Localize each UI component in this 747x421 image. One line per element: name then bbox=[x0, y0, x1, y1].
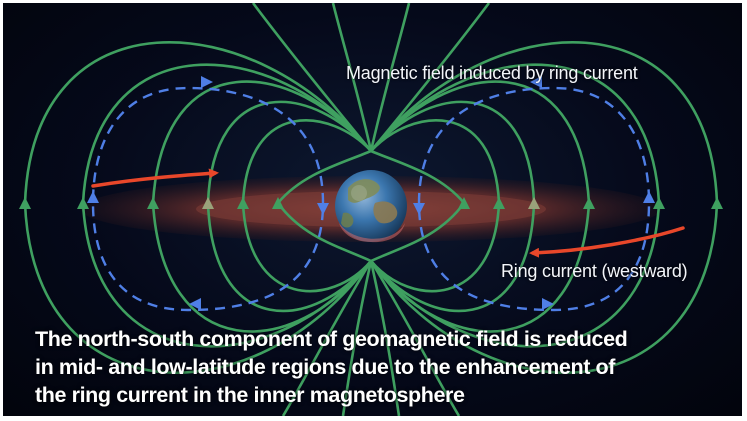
induced-field-arrows bbox=[87, 76, 655, 310]
caption-line: in mid- and low-latitude regions due to … bbox=[35, 355, 616, 379]
arrow-up-icon bbox=[493, 197, 505, 209]
ring-current-label: Ring current (westward) bbox=[501, 261, 688, 281]
curved-arrow-icon bbox=[91, 168, 219, 188]
field-line bbox=[331, 3, 373, 152]
field-line bbox=[369, 260, 461, 416]
ring-current-arrows bbox=[91, 168, 685, 258]
induced-field-label: Magnetic field induced by ring current bbox=[346, 63, 638, 83]
arrow-up-icon bbox=[19, 197, 31, 209]
arrow-up-icon bbox=[653, 197, 665, 209]
field-line bbox=[341, 260, 373, 416]
arrow-left-icon bbox=[530, 76, 542, 88]
arrow-up-icon bbox=[583, 197, 595, 209]
field-line bbox=[369, 3, 491, 152]
arrow-up-icon bbox=[643, 191, 655, 203]
field-line bbox=[369, 260, 401, 416]
diagram-caption: The north-south component of geomagnetic… bbox=[35, 325, 735, 409]
arrow-up-icon bbox=[711, 197, 723, 209]
arrow-up-icon bbox=[272, 197, 284, 209]
induced-field-lines bbox=[91, 86, 651, 312]
arrow-down-icon bbox=[413, 203, 425, 215]
arrow-up-icon bbox=[202, 197, 214, 209]
field-line bbox=[281, 260, 373, 416]
arrow-up-icon bbox=[87, 191, 99, 203]
arrow-right-icon bbox=[542, 298, 554, 310]
arrow-up-icon bbox=[147, 197, 159, 209]
caption-line: the ring current in the inner magnetosph… bbox=[35, 383, 465, 407]
caption-line: The north-south component of geomagnetic… bbox=[35, 327, 628, 351]
field-direction-arrows bbox=[19, 197, 723, 209]
curved-arrow-icon bbox=[529, 226, 685, 258]
magnetosphere-diagram bbox=[19, 3, 723, 416]
arrow-left-icon bbox=[189, 298, 201, 310]
earth-globe-icon bbox=[335, 170, 407, 243]
induced-field-loop-right bbox=[417, 86, 651, 312]
field-line bbox=[369, 3, 411, 152]
field-line bbox=[251, 3, 373, 152]
arrow-up-icon bbox=[528, 197, 540, 209]
induced-field-loop-left bbox=[91, 86, 325, 312]
arrow-down-icon bbox=[317, 203, 329, 215]
arrow-up-icon bbox=[77, 197, 89, 209]
diagram-stage: Magnetic field induced by ring current R… bbox=[3, 3, 742, 416]
arrow-up-icon bbox=[237, 197, 249, 209]
arrow-right-icon bbox=[201, 76, 213, 88]
arrow-up-icon bbox=[458, 197, 470, 209]
